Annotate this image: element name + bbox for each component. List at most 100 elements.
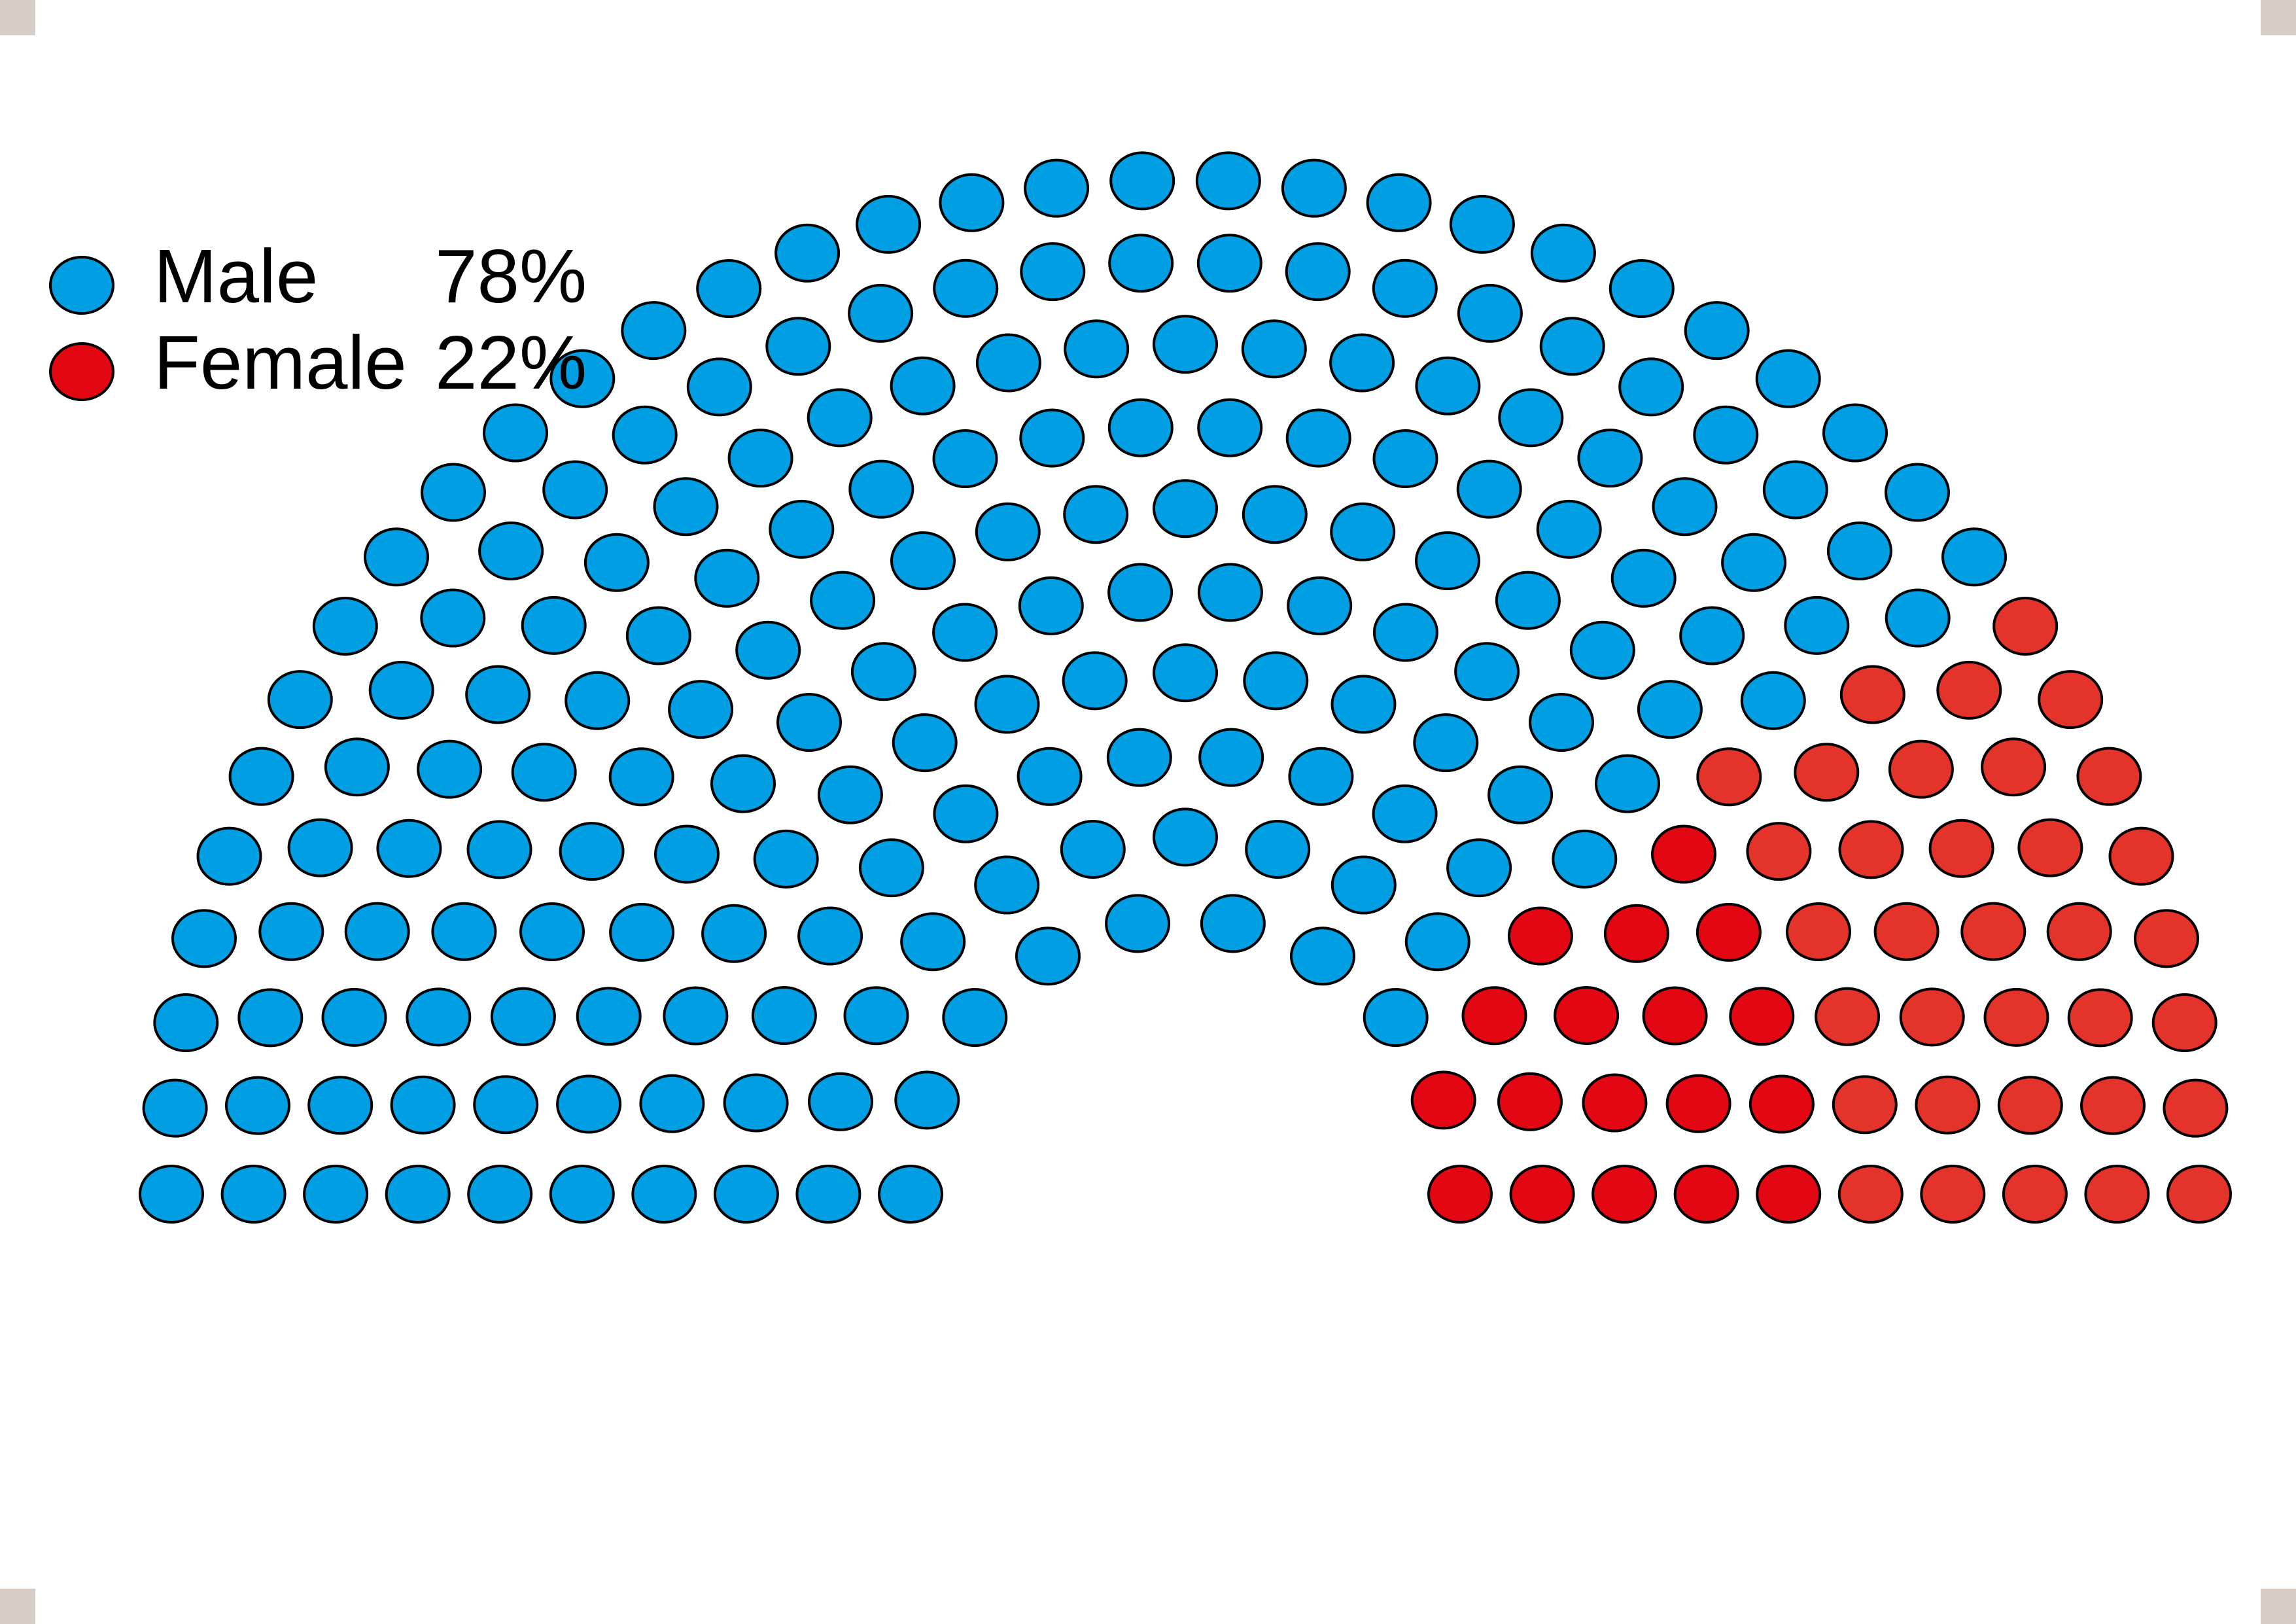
seat-male (1495, 571, 1561, 630)
seat-male (1106, 728, 1172, 787)
seat-male (942, 988, 1008, 1047)
seat-male (1195, 151, 1261, 211)
seat-male (1577, 429, 1643, 488)
seat-male (807, 388, 873, 448)
seat-male (774, 223, 841, 283)
seat-male (751, 986, 817, 1045)
seat-male (1762, 460, 1828, 520)
seat-male (900, 912, 966, 972)
seat-male (975, 502, 1041, 561)
seat-male (1285, 242, 1351, 302)
seat-male (1415, 531, 1480, 590)
corner-marker-top-right (2261, 0, 2296, 35)
seat-female (1839, 665, 1905, 724)
seat-female (2084, 1165, 2150, 1224)
seat-female (1554, 986, 1620, 1045)
seat-male (890, 531, 956, 590)
seat-male (701, 904, 767, 963)
seat-male (521, 595, 587, 655)
seat-male (848, 459, 914, 519)
seat-male (303, 1165, 369, 1224)
seat-male (1487, 765, 1554, 824)
seat-male (710, 754, 776, 813)
legend-value-female: 22% (435, 320, 587, 405)
seat-male (1197, 398, 1263, 457)
seat-male (1941, 527, 2007, 587)
seat-female (1729, 987, 1795, 1046)
seat-female (2166, 1165, 2232, 1224)
seat-male (321, 987, 387, 1047)
seat-male (467, 1165, 533, 1224)
seat-female (1696, 747, 1762, 807)
seat-female (1786, 902, 1851, 961)
seat-male (1331, 855, 1397, 915)
corner-marker-top-left (0, 0, 35, 35)
seat-male (1153, 315, 1218, 374)
seat-male (1288, 747, 1354, 806)
seat-male (694, 548, 760, 608)
seat-male (406, 987, 472, 1047)
seat-male (713, 1165, 779, 1224)
seat-male (1019, 408, 1085, 468)
seat-male (1609, 259, 1675, 318)
seat-male (237, 988, 304, 1048)
seat-male (933, 784, 999, 843)
seat-male (1015, 927, 1081, 986)
seat-female (1899, 987, 1965, 1047)
seat-female (2163, 1078, 2229, 1138)
seat-male (890, 356, 956, 415)
seat-male (765, 317, 831, 376)
seat-female (1888, 739, 1954, 799)
seat-male (344, 902, 410, 961)
seat-female (1696, 902, 1762, 962)
seat-male (1153, 479, 1218, 538)
seat-male (312, 597, 378, 656)
seat-female (2108, 826, 2174, 886)
seat-male (1826, 521, 1892, 580)
seat-male (668, 680, 734, 739)
seat-male (549, 1165, 615, 1224)
seat-male (549, 349, 616, 408)
seat-male (1498, 388, 1564, 448)
seat-male (519, 902, 585, 961)
seat-male (228, 747, 294, 806)
seat-male (368, 660, 434, 720)
seat-male (1885, 463, 1950, 522)
seat-male (376, 819, 442, 878)
seat-female (1997, 1076, 2063, 1135)
seat-female (1960, 902, 2026, 961)
seat-male (1200, 894, 1266, 953)
seat-male (1454, 642, 1520, 701)
seat-female (2151, 993, 2218, 1052)
seat-male (625, 606, 691, 665)
seat-male (490, 987, 556, 1046)
seat-female (2076, 747, 2142, 806)
seat-male (797, 906, 863, 966)
seat-male (808, 1072, 873, 1131)
seat-female (1936, 660, 2002, 720)
seat-male (631, 1165, 697, 1224)
seat-male (565, 671, 631, 730)
seat-male (431, 902, 497, 961)
seat-male (1060, 820, 1126, 879)
seat-male (1153, 643, 1218, 703)
seat-female (1410, 1070, 1476, 1130)
seat-male (974, 855, 1040, 915)
seat-male (1363, 988, 1429, 1047)
seat-female (1794, 743, 1860, 802)
seat-male (1331, 675, 1397, 734)
seat-female (1837, 1165, 1904, 1224)
seat-male (483, 403, 548, 463)
seat-male (1153, 807, 1218, 867)
seat-male (1784, 595, 1850, 655)
seat-male (1287, 576, 1353, 635)
seat-female (1603, 904, 1669, 963)
seat-male (608, 747, 674, 807)
seat-male (1018, 576, 1084, 635)
seat-male (542, 460, 608, 520)
seat-female (1507, 906, 1573, 966)
seat-male (225, 1076, 290, 1135)
legend-label-male: Male (154, 234, 318, 319)
seat-male (686, 357, 752, 417)
